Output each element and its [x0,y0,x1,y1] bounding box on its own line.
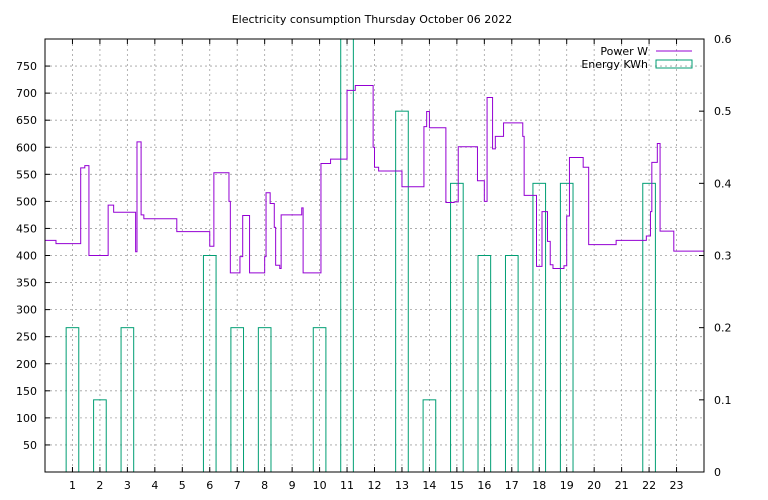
y-tick-label-left: 650 [16,114,37,127]
grid-lines [45,39,704,472]
x-tick-label: 9 [289,479,296,492]
x-tick-label: 3 [124,479,131,492]
y-tick-label-right: 0.3 [714,250,732,263]
y-tick-label-left: 350 [16,277,37,290]
x-tick-label: 10 [313,479,327,492]
y-tick-label-right: 0.1 [714,394,732,407]
x-tick-label: 5 [179,479,186,492]
legend-label-power: Power W [600,45,648,58]
x-tick-label: 8 [261,479,268,492]
x-tick-label: 14 [422,479,436,492]
y-tick-label-left: 600 [16,141,37,154]
y-tick-label-left: 400 [16,250,37,263]
y-tick-label-left: 50 [23,439,37,452]
x-tick-label: 20 [587,479,601,492]
x-tick-label: 7 [234,479,241,492]
y-tick-label-right: 0.4 [714,177,732,190]
axis-ticks: 1 2 3 4 5 6 7 8 9 10 11 12 13 14 15 16 17 18 19 20 21 22 23501… [16,33,732,492]
x-tick-label: 17 [505,479,519,492]
energy-box [532,182,547,473]
legend: Power W Energy KWh [581,45,693,71]
x-tick-label: 4 [151,479,158,492]
y-tick-label-left: 750 [16,60,37,73]
x-tick-label: 11 [340,479,354,492]
x-tick-label: 16 [477,479,491,492]
y-tick-label-left: 200 [16,358,37,371]
x-tick-label: 1 [69,479,76,492]
y-tick-label-left: 300 [16,304,37,317]
y-tick-label-left: 700 [16,87,37,100]
y-tick-label-right: 0.2 [714,322,732,335]
legend-swatch-energy [655,59,693,69]
chart-title: Electricity consumption Thursday October… [232,13,513,26]
x-tick-label: 23 [670,479,684,492]
y-tick-label-left: 550 [16,168,37,181]
y-tick-label-left: 150 [16,385,37,398]
x-tick-label: 2 [96,479,103,492]
legend-label-energy: Energy KWh [581,58,648,71]
x-tick-label: 12 [368,479,382,492]
x-tick-label: 13 [395,479,409,492]
power-line [45,85,704,274]
y-tick-label-right: 0 [714,466,721,479]
y-tick-label-left: 450 [16,222,37,235]
y-tick-label-left: 100 [16,412,37,425]
x-tick-label: 18 [532,479,546,492]
y-tick-label-right: 0.6 [714,33,732,46]
x-tick-label: 19 [560,479,574,492]
energy-box [642,182,656,473]
x-tick-label: 15 [450,479,464,492]
y-tick-label-right: 0.5 [714,105,732,118]
x-tick-label: 22 [642,479,656,492]
y-tick-label-left: 500 [16,195,37,208]
energy-box [450,182,464,473]
y-tick-label-left: 250 [16,331,37,344]
x-tick-label: 21 [615,479,629,492]
x-tick-label: 6 [206,479,213,492]
